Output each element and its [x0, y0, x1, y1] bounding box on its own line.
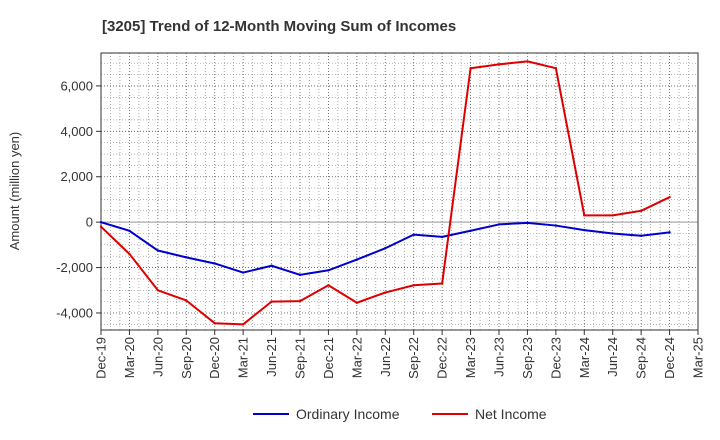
- y-tick-label: -4,000: [56, 305, 93, 320]
- x-tick-label: Mar-23: [463, 337, 478, 378]
- x-tick-label: Mar-25: [691, 337, 706, 378]
- net-income-point: [497, 63, 501, 66]
- y-tick-label: 2,000: [60, 169, 93, 184]
- ordinary-income-point: [384, 247, 387, 250]
- x-tick-label: Jun-22: [378, 337, 393, 377]
- ordinary-income-point: [99, 220, 103, 224]
- net-income-point: [327, 284, 330, 287]
- x-tick-label: Sep-20: [179, 337, 194, 379]
- ordinary-income-point: [270, 264, 273, 267]
- ordinary-income-point: [185, 256, 188, 259]
- ordinary-income-point: [611, 232, 614, 235]
- ordinary-income-point: [469, 229, 472, 232]
- ordinary-income-point: [412, 233, 415, 236]
- y-axis-label: Amount (million yen): [7, 132, 22, 251]
- x-tick-label: Sep-24: [634, 337, 649, 379]
- x-tick-label: Dec-19: [94, 337, 109, 379]
- ordinary-income-point: [241, 271, 245, 274]
- x-tick-label: Sep-22: [406, 337, 421, 379]
- y-tick-label: 4,000: [60, 124, 93, 139]
- chart-title: [3205] Trend of 12-Month Moving Sum of I…: [102, 18, 456, 35]
- y-tick-label: 6,000: [60, 78, 93, 93]
- ordinary-income-point: [440, 235, 444, 239]
- x-tick-label: Dec-21: [321, 337, 336, 379]
- net-income-point: [412, 284, 415, 287]
- x-tick-label: Mar-22: [349, 337, 364, 378]
- x-tick-label: Dec-24: [662, 337, 677, 379]
- ordinary-income-point: [668, 231, 671, 234]
- ordinary-income-point: [526, 221, 529, 225]
- net-income-point: [128, 252, 131, 256]
- x-tick-label: Jun-20: [150, 337, 165, 377]
- ordinary-income-point: [497, 223, 501, 226]
- legend-label-net-income: Net Income: [475, 406, 547, 422]
- x-tick-label: Mar-21: [236, 337, 251, 378]
- plot-area: -4,000 -2,000 0 2,000 4,000 6,000 Dec-19 Mar-20…: [56, 52, 706, 379]
- ordinary-income-point: [327, 269, 330, 272]
- net-income-point: [469, 67, 472, 70]
- net-income-point: [156, 289, 160, 292]
- ordinary-income-point: [213, 262, 216, 265]
- net-income-point: [526, 60, 529, 63]
- ordinary-income-point: [128, 229, 131, 232]
- plot-frame: [100, 52, 699, 331]
- net-income-point: [554, 67, 558, 70]
- net-income-point: [185, 299, 188, 302]
- net-income-point: [639, 209, 643, 212]
- net-income-point: [440, 282, 444, 285]
- ordinary-income-point: [355, 258, 359, 261]
- net-income-point: [384, 291, 387, 294]
- net-income-point: [298, 299, 302, 303]
- ordinary-income-point: [156, 249, 160, 252]
- legend: Ordinary Income Net Income: [253, 406, 547, 422]
- x-tick-label: Sep-23: [520, 337, 535, 379]
- y-tick-label: -2,000: [56, 260, 93, 275]
- ordinary-income-point: [298, 273, 302, 277]
- x-tick-label: Sep-21: [293, 337, 308, 379]
- x-tick-label: Jun-23: [492, 337, 507, 377]
- x-tick-label: Jun-24: [605, 337, 620, 377]
- net-income-point: [355, 301, 359, 304]
- x-tick-label: Mar-24: [577, 337, 592, 378]
- net-income-point: [583, 214, 586, 217]
- ordinary-income-point: [554, 224, 558, 227]
- net-income-point: [99, 225, 103, 228]
- x-tick-label: Jun-21: [264, 337, 279, 377]
- x-tick-label: Mar-20: [122, 337, 137, 378]
- plot-background: [101, 53, 698, 330]
- x-tick-label: Dec-22: [435, 337, 450, 379]
- ordinary-income-point: [583, 228, 586, 232]
- net-income-point: [270, 300, 273, 303]
- x-tick-label: Dec-23: [548, 337, 563, 379]
- net-income-point: [241, 323, 245, 326]
- y-tick-label: 0: [86, 215, 93, 230]
- net-income-point: [668, 195, 671, 199]
- x-tick-label: Dec-20: [207, 337, 222, 379]
- legend-label-ordinary-income: Ordinary Income: [296, 406, 400, 422]
- net-income-point: [611, 214, 614, 217]
- net-income-point: [213, 321, 216, 325]
- ordinary-income-point: [639, 234, 643, 237]
